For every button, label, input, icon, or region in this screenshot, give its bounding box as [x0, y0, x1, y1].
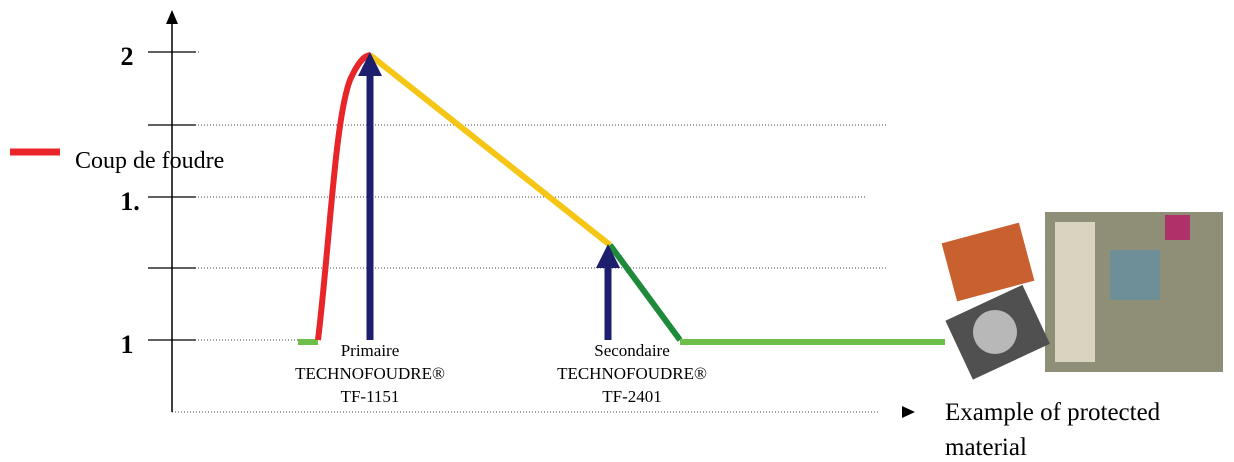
protector-label: Secondaire — [594, 341, 670, 360]
primary-arrowhead — [358, 52, 382, 76]
primary-decay — [368, 52, 612, 248]
protector-label: Primaire — [341, 341, 400, 360]
lightning-curve — [315, 52, 371, 341]
ticks — [148, 51, 196, 341]
secondary-arrowhead — [596, 244, 620, 268]
protector-label: TF-1151 — [341, 387, 400, 406]
grid — [150, 51, 888, 413]
protector-label: TECHNOFOUDRE® — [295, 364, 445, 383]
chip — [1110, 250, 1160, 300]
port — [1165, 215, 1190, 240]
hardware-image — [941, 212, 1223, 380]
caption: material — [945, 434, 1027, 461]
axis-label: 1 — [121, 330, 134, 359]
secondary-decay — [607, 243, 683, 342]
card — [941, 222, 1035, 302]
axis-label: 2 — [121, 42, 134, 71]
axis-arrow — [166, 10, 178, 24]
protector-label: TF-2401 — [602, 387, 662, 406]
protector-label: TECHNOFOUDRE® — [557, 364, 707, 383]
caption: Example of protected — [945, 399, 1161, 426]
platter — [973, 310, 1017, 354]
legend-label: Coup de foudre — [75, 148, 224, 174]
axis-label: 1. — [120, 187, 140, 216]
caption-arrow — [902, 406, 915, 418]
slots — [1055, 222, 1095, 362]
